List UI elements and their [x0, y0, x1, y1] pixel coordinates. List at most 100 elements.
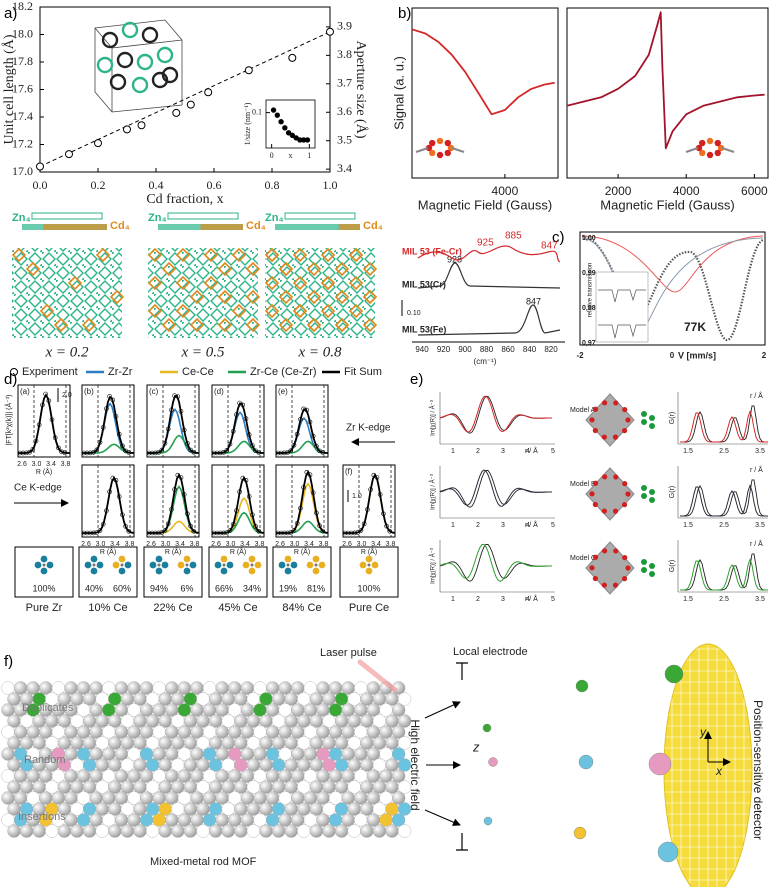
atom [592, 480, 599, 486]
cd-site [147, 275, 163, 291]
cd-site [278, 317, 294, 333]
cd-site [306, 317, 322, 333]
data-line [566, 11, 765, 150]
experiment-point [181, 492, 187, 497]
experiment-point [294, 521, 300, 526]
atom [612, 434, 619, 440]
x-tick-label: 2.6 [146, 541, 156, 548]
experiment-point [91, 449, 96, 455]
atom [397, 758, 412, 772]
plot-frame [39, 6, 331, 173]
x-tick-label: 2.5 [719, 448, 729, 455]
experiment-point [234, 508, 239, 513]
cd-site [245, 317, 261, 333]
atom [714, 139, 721, 147]
atom [234, 824, 248, 838]
subplot-frame [211, 464, 265, 538]
experiment-point [214, 530, 220, 536]
label: Laser pulse [320, 647, 377, 659]
fit-sum [18, 393, 70, 454]
subplot-letter: (b) [84, 387, 94, 396]
experiment-point [275, 530, 281, 536]
experiment-point [342, 530, 348, 536]
data-line [411, 28, 555, 116]
label: V [mm/s] [678, 350, 716, 360]
data-point [36, 162, 44, 171]
experiment-point [120, 443, 125, 449]
subplot-frame [275, 464, 329, 538]
cd-site [362, 317, 378, 333]
atom [158, 824, 172, 838]
experiment-point [52, 435, 58, 440]
cluster-box [14, 546, 74, 598]
cd-site [348, 303, 364, 319]
x-tick-label: 2.5 [719, 596, 729, 603]
atom [108, 824, 122, 838]
ion [488, 757, 498, 767]
experiment-point [159, 447, 165, 453]
atom [649, 423, 655, 429]
experiment-point [240, 475, 246, 481]
atom [397, 692, 412, 706]
line [357, 659, 398, 693]
experiment-point [113, 414, 119, 419]
experiment-point [175, 394, 181, 399]
x-tick-label: 1 [451, 448, 455, 455]
label: 885 [505, 231, 522, 242]
atom [649, 563, 655, 569]
box-caption: 10% Ce [88, 602, 127, 614]
subplot-frame [342, 464, 396, 538]
subplot-letter: (d) [214, 387, 224, 396]
model-label: Model A [570, 407, 596, 414]
experiment-point [345, 530, 351, 536]
atom [429, 149, 436, 157]
atom [246, 824, 261, 838]
atom [436, 137, 444, 145]
oxygen [367, 563, 371, 567]
subplot-frame [146, 384, 200, 458]
cd-site [203, 275, 219, 291]
metal-atom [214, 561, 222, 569]
x-tick-label: 2.6 [275, 541, 285, 548]
experiment-point [250, 443, 255, 448]
experiment-point [91, 530, 96, 536]
cluster-box [208, 546, 268, 598]
data-point [288, 53, 297, 62]
experiment-point [88, 450, 93, 456]
experiment-point [368, 487, 373, 492]
cd-site [334, 289, 350, 305]
experiment-point [298, 417, 303, 422]
experiment-point [149, 450, 155, 456]
percent-label: 60% [113, 583, 131, 593]
composition-bar [275, 224, 360, 230]
experiment-point [256, 450, 262, 455]
x-tick-label: 880 [480, 345, 494, 354]
experiment-point [100, 425, 106, 430]
cd-site [175, 303, 191, 319]
model-curve [439, 543, 552, 582]
label: Zr K-edge [346, 423, 391, 434]
model-curve [439, 469, 552, 507]
cd-site [320, 303, 336, 319]
atom [347, 824, 361, 838]
subplot-frame [211, 384, 265, 458]
shape-path [417, 262, 561, 289]
x-tick-label: 0.0 [33, 178, 48, 192]
experiment-point [352, 530, 357, 536]
atom [621, 502, 628, 508]
experiment-point [317, 523, 322, 529]
cd-site [348, 247, 364, 263]
y-axis-label: G(r) [669, 412, 676, 424]
x-tick-label: 1 [307, 151, 311, 160]
atom [641, 567, 647, 573]
atom [444, 149, 451, 157]
label: Experiment [22, 366, 78, 378]
cd-site [95, 247, 111, 263]
x-tick-label: 3.0 [161, 541, 171, 548]
experiment-point [165, 521, 171, 527]
experiment-point [384, 523, 389, 529]
fit-sum [276, 470, 329, 534]
metal-atom [278, 561, 286, 569]
experiment-point [49, 417, 55, 422]
x-tick-label: 2 [476, 522, 480, 529]
